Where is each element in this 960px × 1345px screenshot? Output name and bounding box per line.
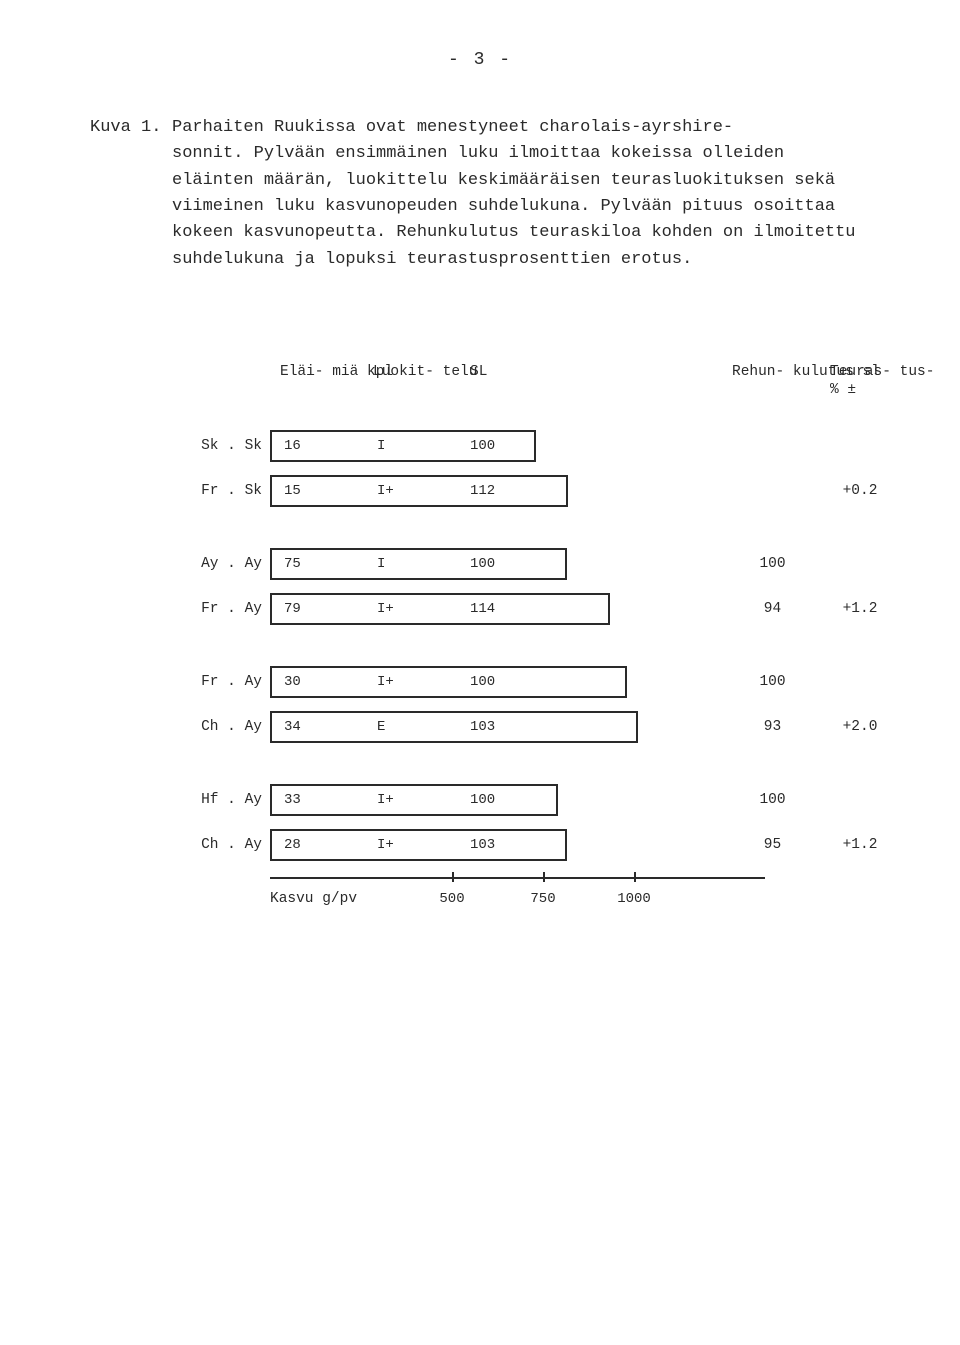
row-teuras: +0.2	[820, 483, 900, 499]
caption-text-first: Parhaiten Ruukissa ovat menestyneet char…	[172, 118, 733, 137]
caption-text-rest: sonnit. Pylvään ensimmäinen luku ilmoitt…	[90, 141, 870, 273]
row-rehun: 100	[725, 674, 820, 690]
bar-value-elaimia: 79	[284, 601, 301, 617]
bar-track: 33 I+ 100	[270, 784, 725, 816]
row-rehun: 93	[725, 719, 820, 735]
bar-value-luokittelu: I	[377, 556, 385, 572]
x-axis: Kasvu g/pv 500 750 1000	[270, 877, 725, 927]
bar: 15 I+ 112	[270, 475, 568, 507]
row-rehun: 100	[725, 792, 820, 808]
row-rehun: 100	[725, 556, 820, 572]
chart-row: Hf . Ay 33 I+ 100 100	[180, 777, 940, 822]
bar: 33 I+ 100	[270, 784, 558, 816]
bar-value-luokittelu: I+	[377, 792, 394, 808]
row-label: Ch . Ay	[180, 719, 270, 735]
bar-value-luokittelu: I+	[377, 837, 394, 853]
x-axis-line	[270, 877, 765, 879]
x-tick	[543, 872, 545, 882]
row-rehun: 94	[725, 601, 820, 617]
bar-value-elaimia: 34	[284, 719, 301, 735]
bar-value-elaimia: 30	[284, 674, 301, 690]
bar-track: 15 I+ 112	[270, 475, 725, 507]
bar: 75 I 100	[270, 548, 567, 580]
group-gap	[180, 631, 940, 659]
x-tick-label: 1000	[617, 891, 651, 907]
bar-track: 30 I+ 100	[270, 666, 725, 698]
bar-value-luokittelu: I+	[377, 674, 394, 690]
bar-value-luokittelu: I	[377, 438, 385, 454]
bar: 30 I+ 100	[270, 666, 627, 698]
caption-label: Kuva 1.	[90, 115, 172, 141]
chart-row: Ch . Ay 34 E 103 93+2.0	[180, 704, 940, 749]
bar-track: 75 I 100	[270, 548, 725, 580]
chart-row: Ch . Ay 28 I+ 103 95+1.2	[180, 822, 940, 867]
bar-track: 34 E 103	[270, 711, 725, 743]
x-tick-label: 750	[530, 891, 555, 907]
bar-track: 28 I+ 103	[270, 829, 725, 861]
bar-track: 16 I 100	[270, 430, 725, 462]
bar: 79 I+ 114	[270, 593, 610, 625]
bar-value-elaimia: 16	[284, 438, 301, 454]
x-tick	[452, 872, 454, 882]
bar-value-elaimia: 75	[284, 556, 301, 572]
bar-value-sl: 100	[470, 556, 495, 572]
hdr-teuras: Teuras- tus-% ±	[830, 363, 940, 399]
x-tick	[634, 872, 636, 882]
hdr-luokittelu: Luokit- telu	[373, 363, 477, 381]
bar-value-sl: 100	[470, 674, 495, 690]
row-label: Sk . Sk	[180, 438, 270, 454]
bar-value-sl: 100	[470, 438, 495, 454]
bar-value-elaimia: 28	[284, 837, 301, 853]
bar: 34 E 103	[270, 711, 638, 743]
bar: 16 I 100	[270, 430, 536, 462]
row-label: Ch . Ay	[180, 837, 270, 853]
bar-value-luokittelu: I+	[377, 483, 394, 499]
bar-value-elaimia: 33	[284, 792, 301, 808]
bar-value-sl: 114	[470, 601, 495, 617]
row-label: Ay . Ay	[180, 556, 270, 572]
bar-value-luokittelu: I+	[377, 601, 394, 617]
x-axis-title: Kasvu g/pv	[270, 891, 357, 907]
chart-headers: Eläi- miä kpl Luokit- telu SL Rehun- kul…	[180, 363, 940, 419]
row-label: Fr . Ay	[180, 674, 270, 690]
bar-value-elaimia: 15	[284, 483, 301, 499]
bar-value-sl: 103	[470, 719, 495, 735]
row-teuras: +2.0	[820, 719, 900, 735]
bar: 28 I+ 103	[270, 829, 567, 861]
chart-row: Sk . Sk 16 I 100	[180, 423, 940, 468]
row-teuras: +1.2	[820, 837, 900, 853]
row-teuras: +1.2	[820, 601, 900, 617]
group-gap	[180, 513, 940, 541]
x-tick-label: 500	[439, 891, 464, 907]
bar-chart: Eläi- miä kpl Luokit- telu SL Rehun- kul…	[180, 363, 940, 927]
bar-value-sl: 103	[470, 837, 495, 853]
bar-value-sl: 100	[470, 792, 495, 808]
figure-caption: Kuva 1.Parhaiten Ruukissa ovat menestyne…	[90, 115, 870, 273]
hdr-sl: SL	[470, 363, 487, 381]
row-rehun: 95	[725, 837, 820, 853]
chart-row: Ay . Ay 75 I 100 100	[180, 541, 940, 586]
chart-rows: Sk . Sk16I100Fr . Sk15I+112+0.2Ay . Ay75…	[180, 423, 940, 867]
bar-value-luokittelu: E	[377, 719, 385, 735]
page-number: - 3 -	[60, 50, 900, 70]
row-label: Fr . Sk	[180, 483, 270, 499]
row-label: Fr . Ay	[180, 601, 270, 617]
chart-row: Fr . Sk 15 I+ 112 +0.2	[180, 468, 940, 513]
bar-value-sl: 112	[470, 483, 495, 499]
bar-track: 79 I+ 114	[270, 593, 725, 625]
group-gap	[180, 749, 940, 777]
chart-row: Fr . Ay 30 I+ 100 100	[180, 659, 940, 704]
chart-row: Fr . Ay 79 I+ 114 94+1.2	[180, 586, 940, 631]
page: - 3 - Kuva 1.Parhaiten Ruukissa ovat men…	[0, 0, 960, 1345]
row-label: Hf . Ay	[180, 792, 270, 808]
